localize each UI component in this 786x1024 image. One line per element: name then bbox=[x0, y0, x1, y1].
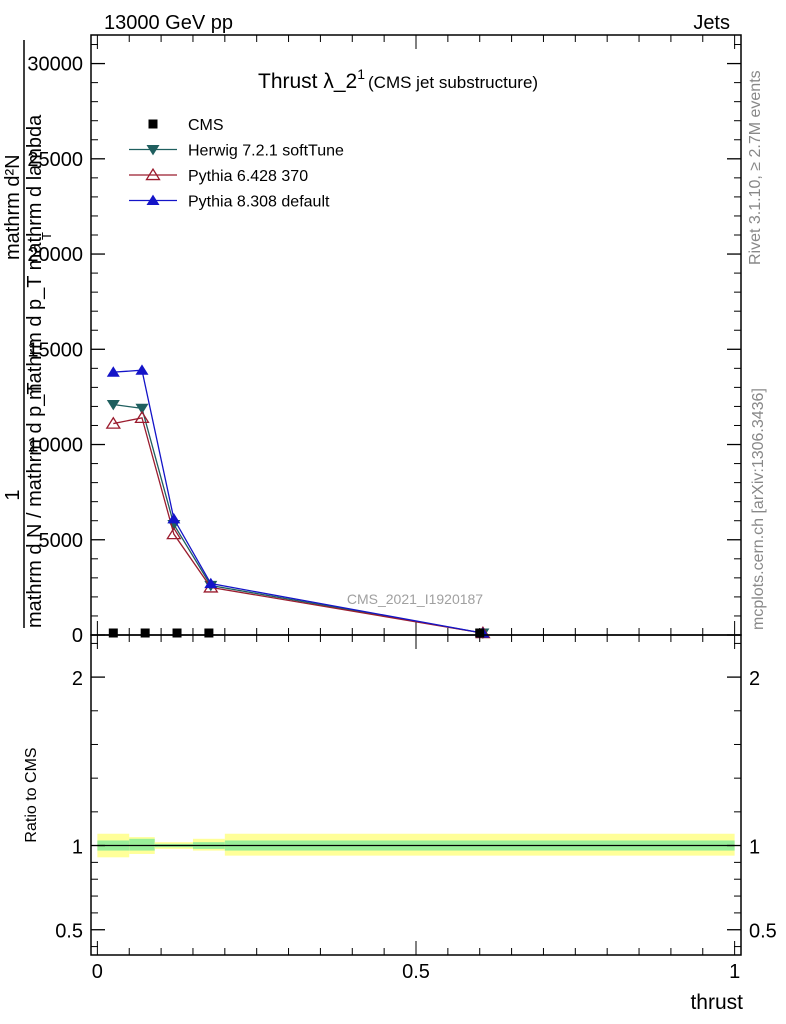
legend-label: Pythia 6.428 370 bbox=[188, 168, 308, 185]
main-ytick-label: 10000 bbox=[27, 435, 83, 457]
rivet-label: Rivet 3.1.10, ≥ 2.7M events bbox=[747, 70, 764, 265]
legend-marker bbox=[146, 194, 160, 206]
ratio-tick-labels: 0.5 0.5 1 1 2 2 0 0.5 1 bbox=[55, 668, 777, 983]
main-axis-ticks bbox=[91, 35, 741, 636]
main-ylabel: 1 mathrm d N / mathrm d p_T mathrm d²N m… bbox=[2, 40, 54, 628]
legend-marker bbox=[145, 167, 161, 181]
ratio-ytick-label-right: 2 bbox=[749, 668, 760, 690]
legend-label: Herwig 7.2.1 softTune bbox=[188, 143, 344, 160]
ratio-ytick-label: 0.5 bbox=[55, 921, 83, 943]
main-ytick-label: 20000 bbox=[27, 244, 83, 266]
series-point bbox=[106, 399, 120, 411]
ratio-ytick-label-right: 1 bbox=[749, 837, 760, 859]
series-point bbox=[135, 403, 149, 415]
series-point bbox=[166, 526, 182, 540]
series-point bbox=[105, 416, 121, 429]
ratio-ytick-label-right: 0.5 bbox=[749, 921, 777, 943]
ratio-band-inner bbox=[129, 838, 155, 851]
series-point bbox=[204, 628, 214, 638]
header-left: 13000 GeV pp bbox=[104, 12, 233, 34]
main-ytick-label: 25000 bbox=[27, 149, 83, 171]
ylabel-denominator2: mathrm d p_T mathrm d lambda bbox=[24, 114, 46, 400]
chart-title-sup: 1 bbox=[357, 66, 365, 82]
ratio-ytick-label: 2 bbox=[72, 668, 83, 690]
series-point bbox=[134, 410, 150, 424]
ratio-bands bbox=[97, 833, 735, 858]
series-point bbox=[172, 628, 182, 638]
main-ytick-label: 0 bbox=[72, 625, 83, 647]
ratio-xtick-label: 1 bbox=[729, 961, 740, 983]
series-point bbox=[108, 628, 118, 638]
legend-label: CMS bbox=[188, 117, 224, 134]
chart-subtitle: (CMS jet substructure) bbox=[368, 73, 538, 92]
chart-title: Thrust λ_21 (CMS jet substructure) bbox=[258, 66, 538, 93]
chart-title-main: Thrust λ_2 bbox=[258, 70, 357, 93]
series-point bbox=[135, 364, 149, 375]
ratio-xtick-label: 0.5 bbox=[402, 961, 430, 983]
watermark: CMS_2021_I1920187 bbox=[347, 591, 483, 607]
legend-marker bbox=[146, 144, 160, 156]
ylabel-denominator: mathrm d N / mathrm d p_T bbox=[24, 382, 46, 628]
main-ytick-label: 30000 bbox=[27, 54, 83, 76]
series-point bbox=[140, 628, 150, 638]
legend-label: Pythia 8.308 default bbox=[188, 194, 330, 211]
series-point bbox=[475, 628, 485, 638]
ratio-xtick-label: 0 bbox=[92, 961, 103, 983]
mcplots-label: mcplots.cern.ch [arXiv:1306.3436] bbox=[750, 388, 767, 630]
legend-marker bbox=[148, 119, 158, 129]
series-line bbox=[113, 417, 484, 634]
series-point bbox=[167, 512, 181, 524]
main-y-tick-labels: 0 5000 10000 15000 20000 25000 30000 bbox=[27, 54, 83, 647]
ylabel-numerator: 1 bbox=[2, 489, 24, 500]
series-point bbox=[204, 577, 218, 589]
ratio-ytick-label: 1 bbox=[72, 837, 83, 859]
main-ytick-label: 15000 bbox=[27, 339, 83, 361]
series-0 bbox=[108, 628, 485, 638]
main-ytick-label: 5000 bbox=[39, 530, 84, 552]
ylabel-numerator2: mathrm d²N bbox=[2, 154, 24, 260]
x-axis-label: thrust bbox=[690, 991, 743, 1014]
ratio-plot-frame bbox=[90, 634, 742, 956]
ratio-ylabel: Ratio to CMS bbox=[23, 747, 40, 842]
series-point bbox=[106, 366, 120, 377]
legend: CMS Herwig 7.2.1 softTune Pythia 6.428 370… bbox=[129, 117, 344, 211]
ratio-axis-ticks bbox=[91, 635, 741, 955]
header-right: Jets bbox=[693, 12, 730, 34]
ylabel-subscript: T bbox=[39, 232, 54, 240]
